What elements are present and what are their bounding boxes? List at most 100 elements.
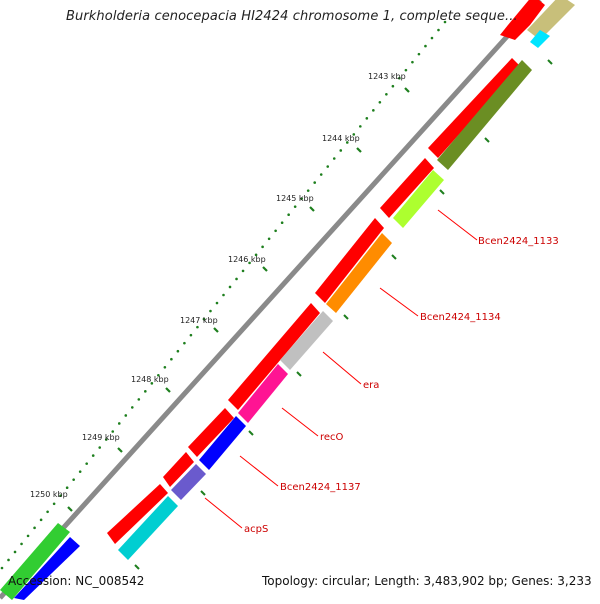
gene-pink[interactable] (238, 364, 288, 423)
callout-line (281, 407, 319, 437)
tick-dot (176, 349, 180, 353)
gene-forward-7[interactable] (163, 452, 194, 487)
gene-gray[interactable] (280, 311, 333, 370)
gene-orange[interactable] (326, 233, 392, 313)
tick-dot (78, 470, 82, 473)
tick-dot (352, 133, 356, 136)
gene-slate[interactable] (171, 464, 206, 500)
tick-dot (183, 341, 186, 345)
gene-label[interactable]: recO (320, 432, 344, 443)
tick-dot (254, 253, 258, 257)
tick-dot (104, 438, 108, 441)
tick-mark (67, 506, 73, 512)
outer-tick-mark (391, 254, 397, 260)
gene-label[interactable]: Bcen2424_1133 (478, 236, 559, 247)
callout-line (322, 351, 362, 385)
length-value: 3,483,902 bp (423, 574, 504, 588)
gene-blue-partial[interactable] (14, 537, 80, 600)
tick-dot (13, 550, 17, 554)
tick-dot (345, 141, 349, 144)
tick-dot (398, 76, 401, 80)
gene-label[interactable]: acpS (244, 524, 268, 535)
tick-label: 1245 kbp (276, 194, 314, 203)
tick-mark (262, 266, 268, 272)
tick-dot (33, 526, 36, 530)
tick-dot (228, 285, 232, 289)
tick-dot (7, 558, 10, 562)
gene-forward-5[interactable] (228, 303, 320, 410)
gene-forward-4[interactable] (315, 218, 384, 303)
tick-label: 1244 kbp (322, 134, 360, 143)
gene-green-partial[interactable] (0, 523, 70, 600)
outer-tick-mark (343, 314, 349, 320)
gene-forward-2[interactable] (428, 58, 520, 158)
tick-dot (150, 382, 154, 385)
tick-dot (372, 109, 375, 112)
tick-dot (248, 261, 251, 265)
tick-dot (98, 446, 102, 449)
tick-dot (411, 60, 414, 64)
tick-dot (85, 462, 88, 465)
tick-dot (274, 229, 277, 233)
tick-dot (157, 373, 160, 377)
tick-dot (339, 149, 343, 152)
tick-label: 1243 kbp (368, 72, 406, 81)
tick-dot (267, 237, 271, 241)
gene-blue[interactable] (199, 416, 246, 470)
outer-tick-mark (439, 189, 445, 195)
topology-value: circular (321, 574, 367, 588)
gene-olive[interactable] (437, 60, 532, 170)
tick-dot (117, 422, 121, 425)
tick-label: 1248 kbp (131, 375, 169, 384)
tick-dot (163, 365, 167, 369)
tick-dot (170, 357, 173, 361)
gene-cyan-bottom[interactable] (118, 496, 178, 560)
outer-strand-track (0, 523, 80, 600)
accession-info: Accession: NC_008542 (8, 574, 144, 588)
gene-forward-6[interactable] (188, 408, 234, 457)
gene-tan[interactable] (527, 0, 575, 40)
gene-forward-1[interactable] (500, 0, 545, 40)
tick-dot (20, 542, 23, 546)
callout-line (204, 497, 243, 529)
tick-dot (430, 36, 434, 40)
tick-dot (359, 125, 362, 128)
tick-dot (306, 189, 310, 192)
tick-dot (222, 293, 225, 297)
backbone-outer (0, 0, 542, 600)
tick-dot (385, 92, 388, 96)
tick-mark (356, 147, 362, 153)
tick-dot (261, 245, 264, 249)
gene-label[interactable]: era (363, 380, 379, 391)
callout-line (239, 455, 279, 487)
gene-label[interactable]: Bcen2424_1137 (280, 482, 361, 493)
tick-label: 1249 kbp (82, 433, 120, 442)
gene-label[interactable]: Bcen2424_1134 (420, 312, 501, 323)
tick-dot (326, 165, 330, 168)
tick-label: 1247 kbp (180, 316, 218, 325)
tick-dot (39, 518, 43, 522)
tick-mark (404, 87, 410, 93)
tick-dot (65, 486, 69, 490)
gene-cyan-top[interactable] (530, 30, 550, 48)
genome-stats: Topology: circular; Length: 3,483,902 bp… (262, 574, 592, 588)
gene-forward-8[interactable] (107, 484, 168, 544)
callout-line (437, 209, 478, 241)
gene-forward-3[interactable] (380, 158, 434, 218)
gene-lime[interactable] (393, 170, 444, 228)
tick-dot (235, 277, 238, 281)
backbone-inner (0, 0, 532, 590)
tick-label-group: 1243 kbp 1244 kbp 1245 kbp 1246 kbp 1247 kbp… (30, 59, 553, 570)
tick-mark (117, 447, 123, 453)
tick-dot (300, 197, 303, 200)
outer-tick-mark (296, 371, 302, 377)
tick-dot (319, 173, 323, 176)
outer-tick-mark (484, 137, 490, 143)
tick-dot (196, 325, 199, 329)
tick-dot (0, 566, 4, 570)
outer-tick-mark (200, 490, 206, 496)
tick-dot (124, 414, 128, 417)
